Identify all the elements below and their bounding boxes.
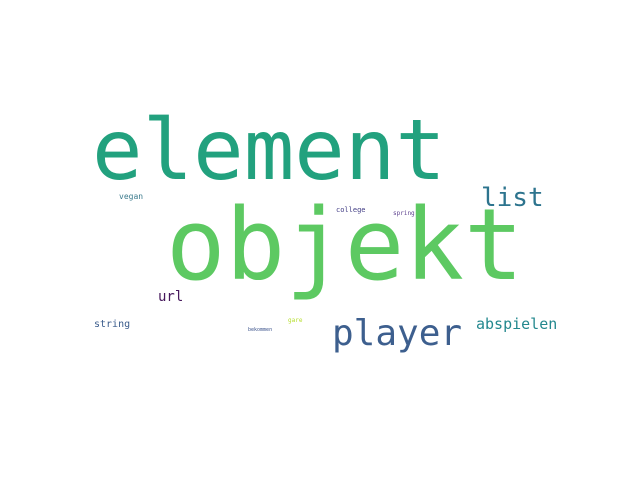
word-list: list [481,183,544,213]
word-element: element [92,101,447,199]
word-college: college [336,206,366,214]
word-bekommen: bekommen [248,327,273,333]
word-player: player [332,313,463,354]
word-abspielen: abspielen [476,315,558,333]
word-url: url [158,289,184,305]
word-objekt: objekt [166,188,524,303]
word-gare: gare [288,317,303,324]
word-string: string [94,319,131,330]
word-spring: spring [393,210,415,217]
word-vegan: vegan [119,192,144,201]
